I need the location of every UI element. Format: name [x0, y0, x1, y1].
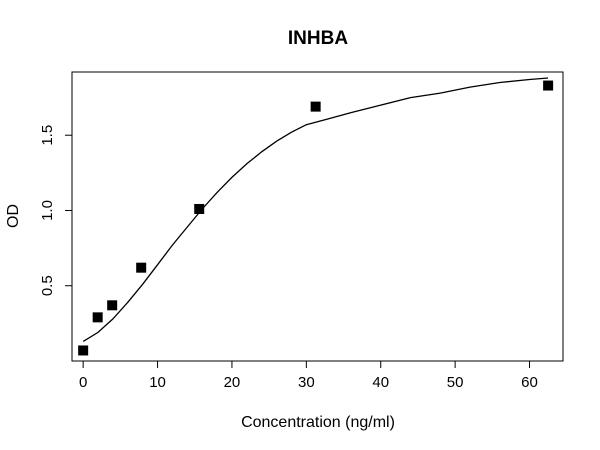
- fit-curve: [82, 77, 549, 342]
- x-tick-label: 60: [521, 374, 538, 391]
- x-tick-label: 20: [224, 374, 241, 391]
- x-tick-label: 30: [298, 374, 315, 391]
- x-tick-label: 10: [149, 374, 166, 391]
- x-axis-title: Concentration (ng/ml): [241, 414, 395, 431]
- x-axis: 0 10 20 30 40 50 60: [79, 360, 538, 391]
- x-tick-label: 0: [79, 374, 87, 391]
- data-point: [78, 345, 89, 356]
- plot-frame: [71, 71, 564, 362]
- y-tick-label: 0.5: [39, 275, 56, 296]
- chart-title: INHBA: [288, 28, 348, 49]
- data-point: [136, 262, 147, 273]
- data-point: [310, 101, 321, 112]
- y-tick-label: 1.5: [39, 125, 56, 146]
- data-points: [78, 80, 554, 356]
- y-tick-label: 1.0: [39, 200, 56, 221]
- data-point: [194, 203, 205, 214]
- x-tick-label: 50: [447, 374, 464, 391]
- x-tick-label: 40: [372, 374, 389, 391]
- data-point: [92, 312, 103, 323]
- y-axis: 0.5 1.0 1.5: [39, 125, 73, 296]
- data-point: [107, 300, 118, 311]
- y-axis-title: OD: [5, 204, 22, 228]
- data-point: [543, 80, 554, 91]
